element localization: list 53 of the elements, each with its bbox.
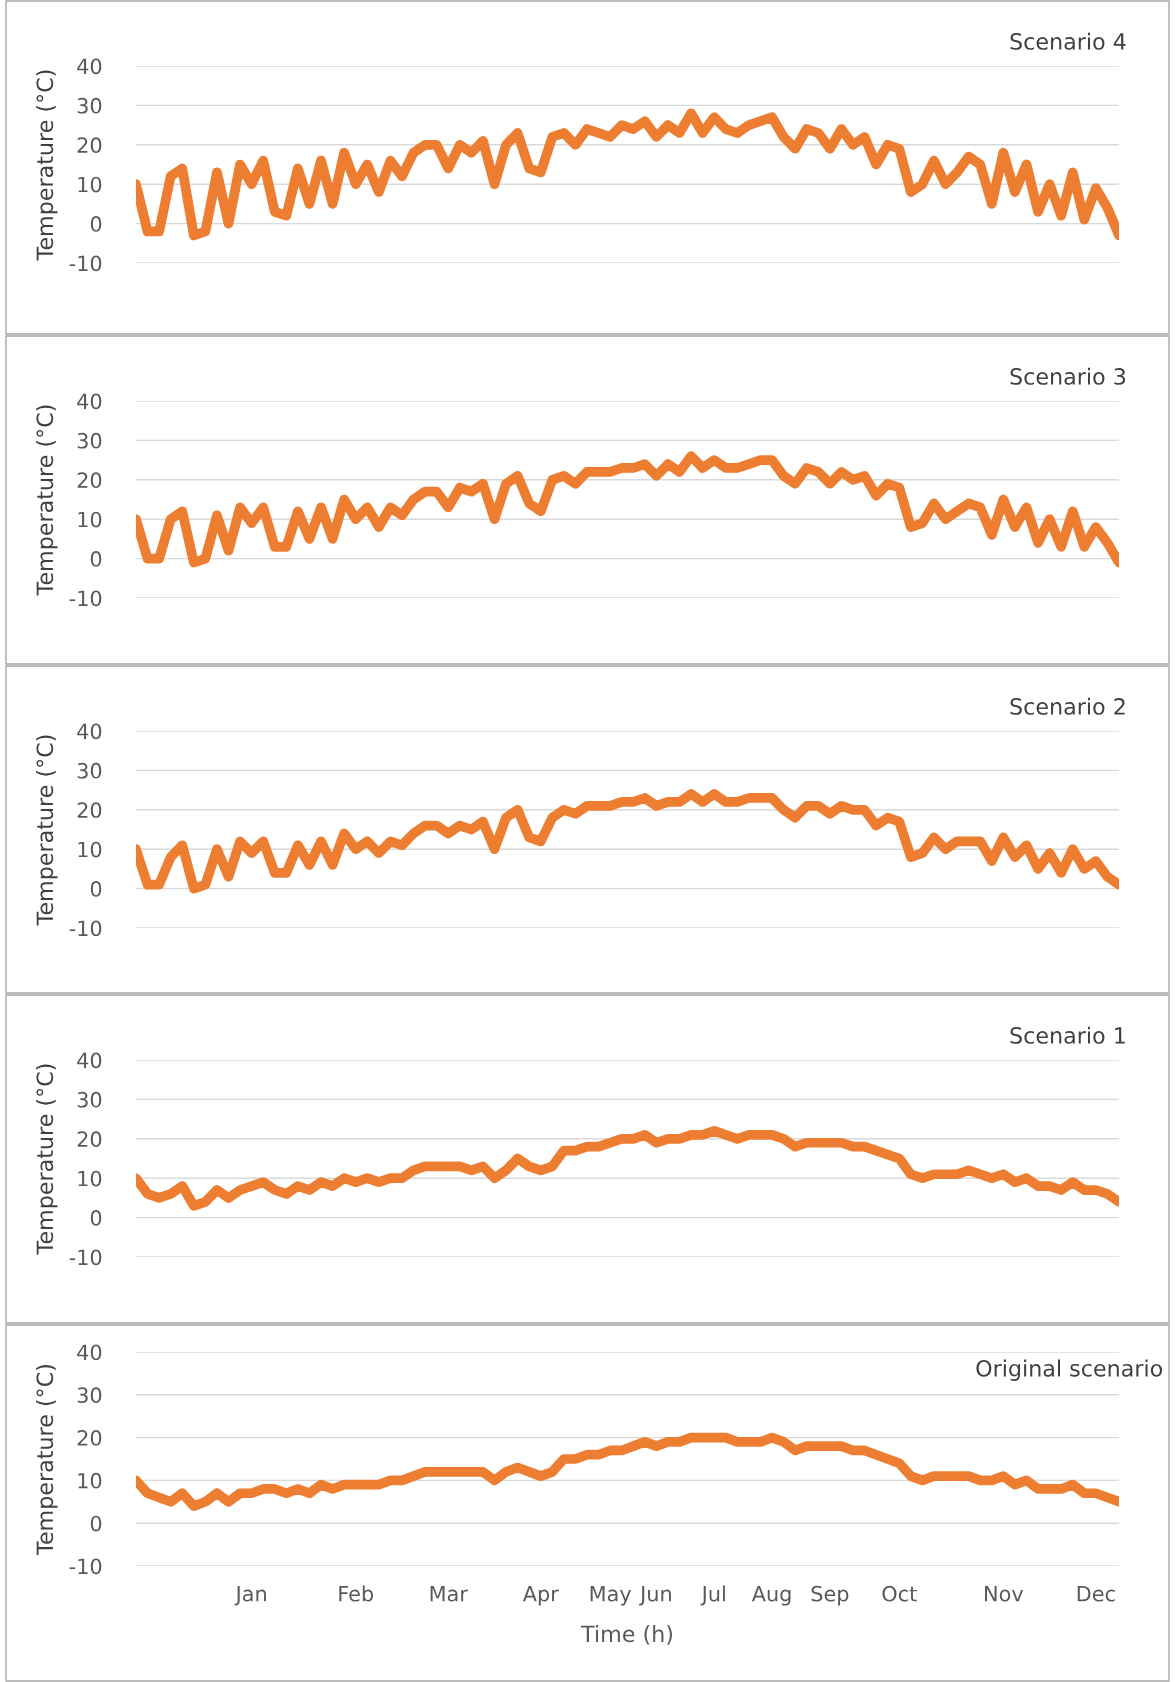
chart-title: Scenario 3 xyxy=(1010,367,1126,385)
y-axis-title: Temperature (°C) xyxy=(36,1064,58,1255)
y-tick-label: 30 xyxy=(77,1387,102,1404)
y-tick-label: 20 xyxy=(77,472,102,489)
chart-title: Original scenario xyxy=(976,1359,1163,1381)
y-tick-label: 0 xyxy=(90,881,102,897)
x-tick-label: Apr xyxy=(522,1586,559,1606)
y-tick-label: 40 xyxy=(77,1344,102,1361)
y-tick-label: 40 xyxy=(77,58,102,75)
y-tick-label: 10 xyxy=(78,841,102,858)
y-tick-label: -10 xyxy=(69,255,102,272)
y-tick-label: 40 xyxy=(77,1052,102,1069)
y-tick-label: -10 xyxy=(69,1249,102,1266)
y-tick-label: 10 xyxy=(78,511,102,528)
y-tick-label: 30 xyxy=(77,97,102,114)
y-tick-label: 40 xyxy=(77,723,102,740)
y-tick-label: 40 xyxy=(77,393,102,410)
y-tick-label: 10 xyxy=(78,1472,102,1489)
y-tick-label: 0 xyxy=(90,1210,102,1226)
y-tick-label: 20 xyxy=(77,1131,102,1148)
x-tick-label: Jun xyxy=(639,1586,671,1606)
chart-title: Scenario 4 xyxy=(1010,32,1126,50)
y-tick-label: -10 xyxy=(69,920,102,937)
y-tick-label: 10 xyxy=(78,1170,102,1187)
y-tick-label: 0 xyxy=(90,216,102,232)
y-tick-label: -10 xyxy=(69,1558,102,1575)
x-tick-label: Mar xyxy=(430,1586,468,1602)
x-tick-label: Aug xyxy=(751,1586,791,1606)
x-tick-label: Sep xyxy=(811,1585,849,1606)
x-axis-title: Time (h) xyxy=(581,1625,673,1645)
y-tick-label: 20 xyxy=(77,137,102,154)
chart-title: Scenario 2 xyxy=(1010,697,1125,715)
y-axis-title: Temperature (°C) xyxy=(36,405,58,596)
y-tick-label: 30 xyxy=(77,432,102,449)
y-tick-label: 0 xyxy=(90,1515,102,1532)
chart-title: Scenario 1 xyxy=(1010,1026,1125,1044)
y-tick-label: 0 xyxy=(90,551,102,567)
y-tick-label: 10 xyxy=(78,176,102,193)
y-tick-label: 20 xyxy=(77,1430,102,1446)
x-tick-label: Nov xyxy=(985,1586,1024,1602)
y-tick-label: 30 xyxy=(77,762,102,779)
y-tick-label: 20 xyxy=(77,802,102,819)
x-tick-label: Feb xyxy=(339,1585,374,1602)
y-tick-label: 30 xyxy=(77,1091,102,1108)
x-tick-label: Dec xyxy=(1077,1586,1115,1602)
y-axis-title: Temperature (°C) xyxy=(36,735,58,926)
y-tick-label: -10 xyxy=(69,590,102,607)
y-axis-title: Temperature (°C) xyxy=(36,1365,58,1555)
x-tick-label: Jul xyxy=(700,1585,725,1606)
x-tick-label: May xyxy=(590,1586,632,1606)
x-tick-label: Jan xyxy=(234,1586,266,1606)
x-tick-label: Oct xyxy=(882,1585,917,1602)
y-axis-title: Temperature (°C) xyxy=(36,70,58,261)
